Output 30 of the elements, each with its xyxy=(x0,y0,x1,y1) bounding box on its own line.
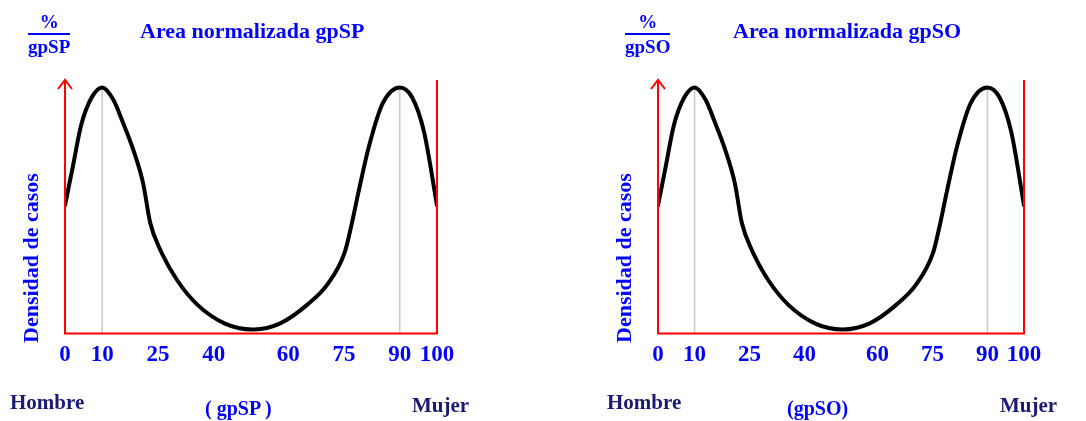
x-tick-label: 75 xyxy=(332,341,356,367)
x-tick-label: 90 xyxy=(388,341,412,367)
x-tick-label: 0 xyxy=(652,341,664,367)
x-axis-title: (gpSO) xyxy=(787,397,849,419)
text: gpSO xyxy=(625,35,671,57)
text: Hombre xyxy=(607,390,682,414)
text: Mujer xyxy=(412,393,470,417)
x-tick-label: 90 xyxy=(975,341,999,367)
x-axis-title: ( gpSP ) xyxy=(205,397,272,419)
y-axis-title: Densidad de casos xyxy=(611,173,636,343)
x-tick-label: 40 xyxy=(202,341,226,367)
x-tick-label: 40 xyxy=(792,341,816,367)
text: % xyxy=(28,11,71,35)
chart-title: Area normalizada gpSP xyxy=(140,18,365,43)
x-tick-label: 100 xyxy=(419,341,455,367)
x-tick-label: 25 xyxy=(146,341,170,367)
x-tick-label: 10 xyxy=(683,341,707,367)
x-tick-label: 60 xyxy=(866,341,890,367)
x-tick-label: 25 xyxy=(738,341,761,367)
text: Hombre xyxy=(10,390,85,414)
x-tick-label: 100 xyxy=(1006,341,1042,367)
x-tick-label: 0 xyxy=(59,341,71,367)
text: Mujer xyxy=(1000,393,1058,417)
y-axis-title: Densidad de casos xyxy=(18,173,43,343)
x-tick-label: 60 xyxy=(276,341,300,367)
text: % xyxy=(625,11,671,35)
x-tick-label: 10 xyxy=(90,341,114,367)
text: gpSP xyxy=(28,35,71,57)
x-tick-label: 75 xyxy=(921,341,944,367)
chart-title: Area normalizada gpSO xyxy=(733,18,962,43)
